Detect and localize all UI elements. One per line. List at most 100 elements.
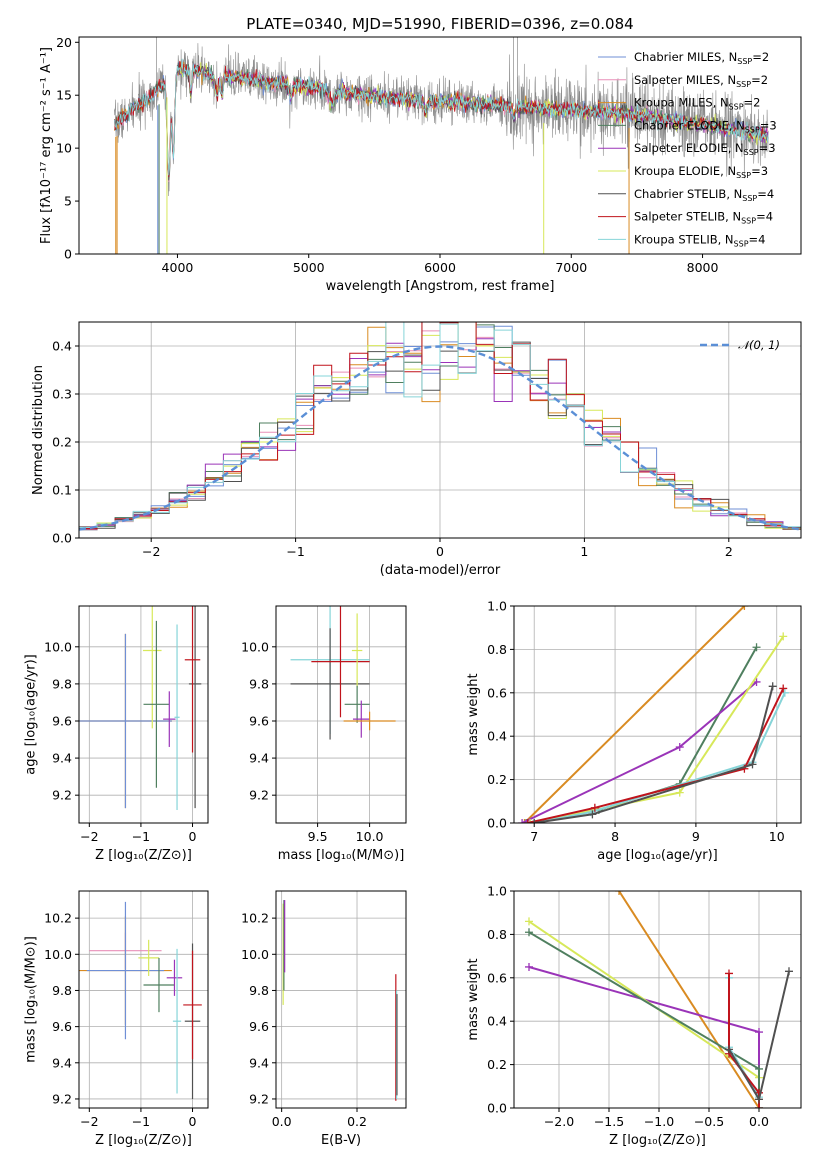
errorbar-point: [86, 901, 165, 1040]
mass-weight-line-2: [523, 606, 746, 823]
residual-histogram-8: [79, 322, 801, 538]
mass-weight-marker: [755, 1104, 763, 1108]
mass-weight-marker: [785, 967, 793, 976]
y-tick-label: 9.8: [249, 676, 269, 691]
legend-entry: Chabrier ELODIE, NSSP=3: [634, 118, 777, 134]
y-tick-label: 10.2: [44, 911, 72, 926]
x-axis-label: (data-model)/error: [380, 563, 501, 578]
legend-entry: Kroupa ELODIE, NSSP=3: [634, 164, 768, 180]
x-tick-label: −2: [142, 544, 160, 559]
legend-entry: Salpeter MILES, NSSP=2: [634, 73, 768, 89]
errorbar-point: [184, 606, 201, 753]
y-tick-label: 15: [56, 88, 72, 103]
mass-weight-line-3: [528, 931, 760, 1108]
y-tick-label: 0.4: [52, 339, 72, 354]
errorbar-point: [352, 700, 370, 738]
errorbar-point: [343, 711, 396, 731]
panel-spectrum: Chabrier MILES, NSSP=2 Salpeter MILES, NS…: [39, 35, 802, 294]
plot-area: [282, 900, 398, 1101]
axes-frame: [78, 605, 209, 824]
errorbar-point: [174, 624, 180, 811]
x-axis-label: mass [log₁₀(M/M⊙)]: [278, 848, 405, 863]
y-tick-label: 1.0: [487, 884, 507, 899]
mass-weight-marker: [755, 1095, 763, 1104]
x-tick-label: −2.0: [544, 1114, 574, 1129]
y-tick-label: 10: [56, 141, 72, 156]
errorbar-point: [163, 691, 176, 747]
errorbar-point: [351, 613, 363, 688]
y-tick-label: 9.2: [52, 1091, 72, 1106]
y-tick-label: 10.0: [241, 639, 269, 654]
panel-age-vs-mass: 9.5 10.0 9.2 9.4 9.6 9.8 10.0 mass [log₁₀(M/M⊙)…: [241, 605, 407, 863]
x-tick-label: 6000: [424, 260, 456, 275]
plot-area: [79, 606, 202, 811]
panel-mass-vs-Z: −2 −1 0 9.2 9.4 9.6 9.8 10.0 10.2 Z [log₁₀(Z/Z⊙)]…: [24, 890, 209, 1148]
y-tick-label: 0.8: [487, 642, 507, 657]
y-tick-label: 0.0: [487, 816, 507, 831]
axes-frame: [513, 890, 802, 1109]
mass-weight-marker: [740, 606, 749, 610]
y-tick-label: 9.6: [52, 713, 72, 728]
x-tick-label: 5000: [293, 260, 325, 275]
x-axis-label: age [log₁₀(age/yr)]: [597, 848, 718, 863]
mass-weight-marker: [675, 788, 684, 797]
mass-weight-marker: [520, 819, 529, 823]
mass-weight-marker: [748, 760, 757, 769]
x-tick-label: 0: [189, 829, 197, 844]
legend-entry: Chabrier MILES, NSSP=2: [634, 50, 769, 66]
gridlines: [276, 891, 406, 1108]
x-tick-label: 0: [436, 544, 444, 559]
mass-weight-marker: [615, 891, 623, 895]
mass-weight-marker: [755, 1028, 763, 1037]
plot-area: [114, 37, 769, 254]
legend-entry: Kroupa STELIB, NSSP=4: [634, 232, 765, 248]
panel-massweight-vs-age: 7 8 9 10 0.0 0.2 0.4 0.6 0.8 1.0 age [log₁₀(age/yr…: [466, 599, 802, 863]
y-tick-label: 9.6: [52, 1019, 72, 1034]
axes-frame: [513, 605, 802, 824]
y-tick-label: 0.2: [487, 772, 507, 787]
y-tick-label: 0.0: [52, 531, 72, 546]
y-tick-label: 9.8: [52, 983, 72, 998]
mass-weight-line-7: [728, 973, 760, 1108]
mass-weight-line-7: [527, 688, 785, 823]
mass-weight-line-8: [534, 692, 786, 823]
mass-weight-marker: [779, 632, 788, 641]
legend: Chabrier MILES, NSSP=2 Salpeter MILES, NS…: [598, 50, 777, 248]
x-tick-label: 10.0: [356, 829, 384, 844]
mass-weight-marker: [590, 803, 599, 812]
plot-area: [79, 322, 801, 538]
y-tick-label: 0.6: [487, 685, 507, 700]
legend-entry: Salpeter ELODIE, NSSP=3: [634, 141, 776, 157]
x-axis-label: Z [log₁₀(Z/Z⊙)]: [609, 1133, 706, 1148]
y-tick-label: 9.4: [52, 1055, 72, 1070]
y-tick-label: 1.0: [487, 599, 507, 614]
y-axis-label: mass weight: [466, 673, 481, 755]
plot-area: [525, 891, 793, 1108]
panel-mass-vs-EBV: 0.0 0.2 9.2 9.4 9.6 9.8 10.0 10.2 E(B-V): [241, 890, 407, 1148]
mass-weight-marker: [779, 684, 788, 693]
mass-weight-line-4: [528, 966, 760, 1108]
mass-weight-marker: [768, 682, 777, 691]
y-tick-label: 9.8: [249, 983, 269, 998]
errorbar-point: [138, 939, 159, 976]
residual-histogram-6: [79, 341, 801, 538]
mass-weight-line-4: [521, 681, 758, 823]
y-tick-label: 9.8: [52, 676, 72, 691]
x-tick-label: 0.0: [272, 1114, 292, 1129]
y-tick-label: 0.8: [487, 927, 507, 942]
x-tick-label: 4000: [162, 260, 194, 275]
y-tick-label: 9.6: [249, 713, 269, 728]
y-tick-label: 9.6: [249, 1019, 269, 1034]
panel-age-vs-Z: −2 −1 0 9.2 9.4 9.6 9.8 10.0 Z [log₁₀(Z/Z⊙)] age …: [24, 605, 209, 863]
axes-frame: [275, 605, 407, 824]
x-tick-label: −1: [132, 829, 150, 844]
y-tick-label: 0.3: [52, 387, 72, 402]
errorbar-point: [183, 950, 202, 1060]
errorbar-point: [188, 606, 202, 809]
errorbar-point: [344, 685, 370, 723]
x-tick-label: 9.5: [308, 829, 328, 844]
figure-title: PLATE=0340, MJD=51990, FIBERID=0396, z=0…: [246, 15, 633, 33]
y-tick-label: 10.2: [241, 911, 269, 926]
errorbar-point: [79, 633, 172, 809]
